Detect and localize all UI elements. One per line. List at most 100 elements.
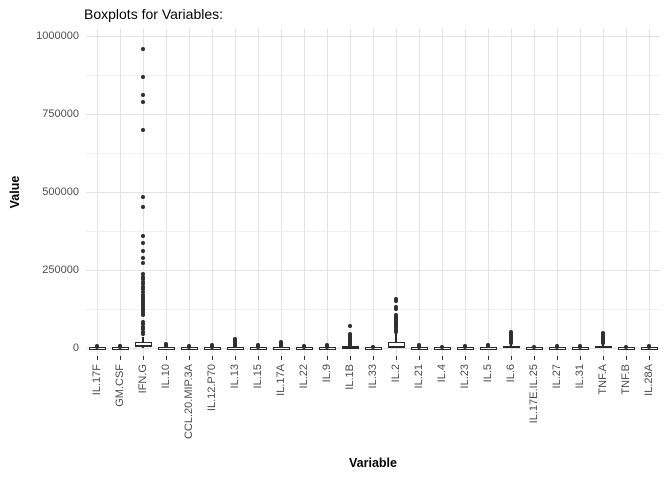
boxplot-outlier <box>140 306 146 311</box>
gridline-vertical <box>257 29 259 356</box>
gridline-vertical <box>533 29 535 356</box>
boxplot-outlier <box>140 301 146 307</box>
x-tick-label: IL.17F <box>91 364 103 396</box>
boxplot-outlier <box>140 92 146 97</box>
boxplot-outlier <box>531 344 537 349</box>
boxplot-outlier <box>140 312 146 317</box>
x-axis-tick <box>119 356 121 360</box>
boxplot-outlier <box>140 248 146 253</box>
boxplot-outlier <box>140 204 146 210</box>
gridline-vertical <box>487 29 489 356</box>
boxplot-box <box>134 341 152 348</box>
boxplot-outlier <box>140 47 146 52</box>
boxplot-outlier <box>140 261 146 266</box>
gridline-vertical <box>165 29 167 356</box>
gridline-vertical <box>464 29 466 356</box>
boxplot-outlier <box>347 324 353 329</box>
x-tick-label: IL.10 <box>160 364 172 389</box>
x-axis-title: Variable <box>349 456 397 470</box>
gridline-vertical <box>96 29 98 356</box>
x-axis-tick <box>625 356 627 360</box>
boxplot-whisker <box>395 333 397 348</box>
boxplot-outlier <box>140 310 146 315</box>
x-axis-tick <box>326 356 328 360</box>
boxplot-outlier <box>140 194 146 199</box>
boxplot-outlier <box>577 343 583 348</box>
boxplot-outlier <box>140 299 146 304</box>
boxplot-outlier <box>140 320 146 325</box>
y-tick-label: 250000 <box>42 264 79 276</box>
x-tick-label: TNF.A <box>597 364 609 395</box>
y-tick-label: 0 <box>72 342 79 354</box>
x-axis-tick <box>441 356 443 360</box>
y-tick-label: 750000 <box>42 108 79 120</box>
chart-title: Boxplots for Variables: <box>84 6 224 22</box>
boxplot-outlier <box>393 297 399 302</box>
boxplot-outlier <box>140 75 146 80</box>
boxplot-median <box>387 346 405 348</box>
boxplot-median <box>134 344 152 347</box>
gridline-vertical <box>372 29 374 356</box>
gridline-vertical <box>625 29 627 356</box>
x-axis-tick <box>487 356 489 360</box>
x-tick-label: IFN.G <box>137 364 149 394</box>
gridline-vertical <box>510 29 512 356</box>
x-axis-tick <box>280 356 282 360</box>
x-axis-tick <box>372 356 374 360</box>
x-tick-label: IL.33 <box>367 364 379 389</box>
boxplot-outlier <box>140 279 146 284</box>
x-tick-label: IL.22 <box>298 364 310 389</box>
boxplot-outlier <box>140 324 146 329</box>
boxplot-outlier <box>140 277 146 282</box>
boxplot-outlier <box>140 272 146 277</box>
boxplot-outlier <box>140 295 146 300</box>
boxplot-outlier <box>140 322 146 327</box>
boxplot-outlier <box>186 344 192 349</box>
x-axis-tick <box>602 356 604 360</box>
boxplot-outlier <box>163 341 169 346</box>
boxplot-outlier <box>255 343 261 348</box>
gridline-vertical <box>211 29 213 356</box>
boxplot-outlier <box>393 299 399 304</box>
boxplot-outlier <box>140 287 146 292</box>
x-tick-label: IL.13 <box>229 364 241 389</box>
gridline-vertical <box>349 29 351 356</box>
gridline-vertical <box>188 29 190 356</box>
gridline-vertical <box>395 29 397 356</box>
boxplot-outlier <box>140 329 146 334</box>
gridline-vertical <box>418 29 420 356</box>
x-axis-tick <box>349 356 351 360</box>
x-axis-tick <box>395 356 397 360</box>
boxplot-outlier <box>416 343 422 348</box>
boxplot-outlier <box>209 343 215 348</box>
boxplot-outlier <box>94 344 100 349</box>
boxplot-outlier <box>508 329 514 335</box>
x-tick-label: GM.CSF <box>114 364 126 407</box>
boxplot-outlier <box>140 256 146 261</box>
boxplot-outlier <box>117 343 123 348</box>
x-tick-label: IL.15 <box>252 364 264 389</box>
x-axis-tick <box>234 356 236 360</box>
x-tick-label: IL.12.P70 <box>206 364 218 412</box>
boxplot-outlier <box>140 297 146 302</box>
x-axis-tick <box>96 356 98 360</box>
boxplot-outlier <box>278 339 284 345</box>
gridline-vertical <box>119 29 121 356</box>
boxplot-median <box>502 346 520 348</box>
gridline-vertical <box>303 29 305 356</box>
boxplot-outlier <box>140 100 146 105</box>
x-tick-label: IL.23 <box>459 364 471 389</box>
x-axis-tick <box>510 356 512 360</box>
boxplot-outlier <box>347 332 353 337</box>
x-axis-tick <box>648 356 650 360</box>
gridline-vertical <box>326 29 328 356</box>
x-axis-tick <box>257 356 259 360</box>
boxplot-outlier <box>140 127 146 132</box>
gridline-vertical <box>234 29 236 356</box>
x-tick-label: CCL.20.MIP.3A <box>183 364 195 440</box>
x-tick-label: IL.27 <box>551 364 563 389</box>
x-tick-label: TNF.B <box>620 364 632 395</box>
boxplot-outlier <box>140 274 146 279</box>
boxplot-outlier <box>232 336 238 342</box>
